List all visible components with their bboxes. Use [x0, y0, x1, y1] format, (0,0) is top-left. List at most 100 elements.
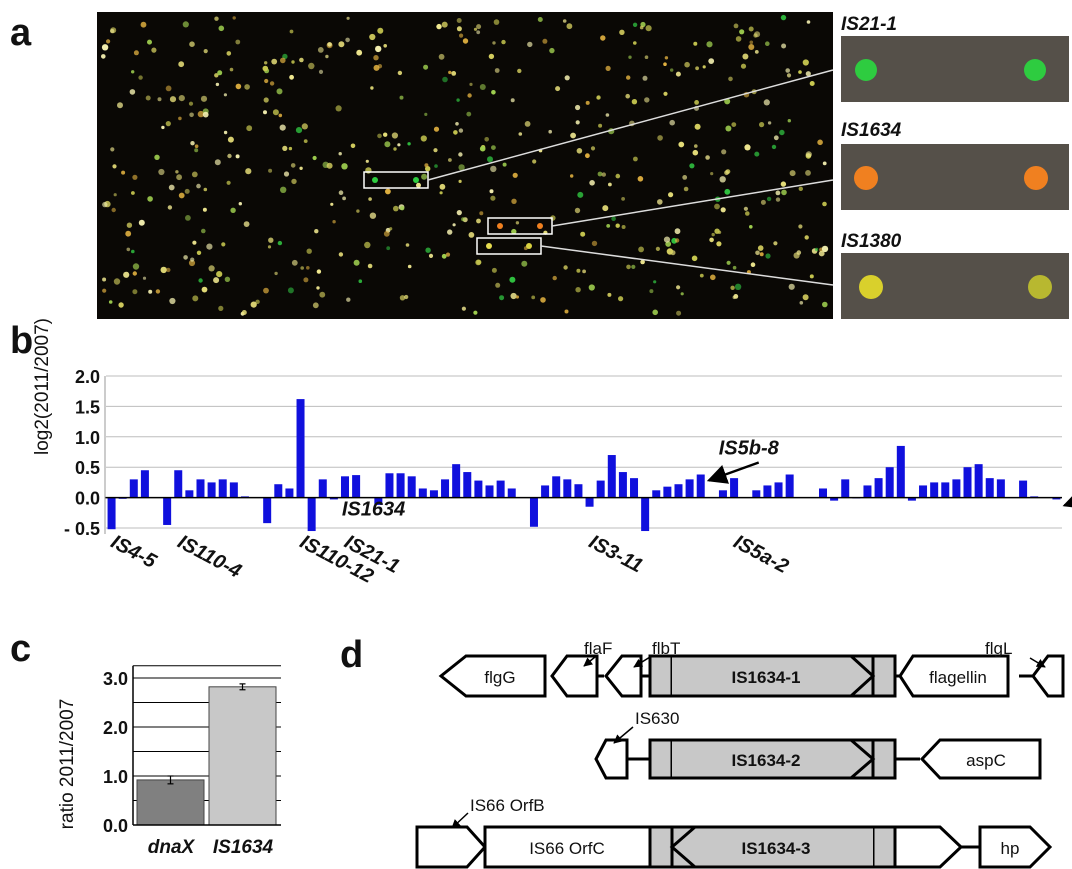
spot — [574, 207, 581, 214]
spot — [775, 190, 781, 196]
spot — [814, 247, 819, 252]
spot — [425, 247, 431, 253]
panel-c-letter: c — [10, 628, 32, 670]
spot — [365, 159, 369, 163]
spot — [218, 25, 225, 32]
spot — [479, 84, 486, 90]
spot — [383, 230, 390, 237]
spot — [217, 70, 223, 76]
spot — [564, 75, 570, 81]
spot — [631, 264, 636, 269]
spot — [373, 55, 379, 61]
spot — [276, 88, 283, 95]
spot — [377, 27, 384, 34]
spot — [184, 188, 190, 194]
spot — [780, 14, 787, 21]
spot — [318, 69, 324, 74]
spot — [549, 47, 555, 54]
spot — [532, 159, 537, 164]
bar — [185, 490, 194, 498]
spot — [441, 253, 447, 259]
spot — [663, 62, 667, 66]
spot — [644, 97, 650, 103]
spot — [338, 190, 344, 195]
spot — [282, 145, 288, 151]
spot — [575, 120, 580, 125]
bar — [207, 482, 216, 498]
spot — [178, 95, 185, 102]
spot — [611, 216, 616, 221]
bar — [885, 467, 894, 498]
spot — [798, 186, 803, 191]
callout-arrow-flgL — [1029, 657, 1046, 668]
spot — [683, 186, 689, 192]
spot — [495, 282, 501, 288]
is-element-arrow-2 — [672, 738, 876, 780]
spot — [312, 302, 319, 309]
spot — [113, 193, 117, 197]
spot — [640, 21, 646, 28]
spot — [132, 174, 138, 180]
bar — [874, 478, 883, 498]
bar — [263, 497, 272, 524]
spot — [476, 218, 481, 224]
bar — [374, 497, 383, 505]
spot — [787, 119, 791, 123]
spot — [564, 309, 569, 314]
spot — [598, 123, 603, 128]
spot — [145, 95, 151, 101]
spot — [798, 70, 802, 74]
spot — [182, 21, 189, 28]
spot — [607, 292, 612, 297]
chart-c-x-label-is1634: IS1634 — [213, 837, 274, 858]
spot — [383, 132, 388, 137]
y-tick-label: 1.0 — [75, 428, 100, 448]
bar — [1019, 480, 1028, 498]
spot — [821, 245, 829, 253]
spot — [719, 176, 726, 183]
spot — [743, 206, 749, 211]
spot — [755, 250, 760, 256]
spot — [854, 166, 878, 190]
spot — [724, 170, 729, 176]
spot — [289, 74, 294, 80]
spot — [279, 124, 286, 131]
callout-flbT: flbT — [652, 639, 680, 658]
spot — [232, 16, 236, 20]
spot — [169, 96, 177, 103]
bar — [196, 479, 205, 498]
spot — [487, 156, 493, 163]
spot — [518, 132, 523, 136]
spot — [372, 177, 378, 183]
spot — [537, 223, 543, 229]
bar — [485, 485, 494, 498]
spot — [509, 276, 516, 283]
spot — [451, 71, 457, 76]
bar — [930, 482, 939, 498]
spot — [605, 113, 610, 117]
spot — [734, 283, 742, 290]
spot — [369, 212, 377, 219]
spot — [585, 153, 590, 159]
spot — [490, 165, 497, 173]
y-tick-label: 0.0 — [103, 816, 128, 836]
spot — [716, 241, 722, 247]
spot — [421, 173, 428, 180]
spot — [709, 237, 714, 243]
spot — [271, 58, 278, 65]
bar-label: IS3-11 — [585, 531, 646, 577]
spot — [469, 82, 473, 86]
spot — [445, 252, 451, 257]
spot — [484, 137, 490, 142]
spot — [789, 170, 796, 177]
spot — [510, 292, 517, 300]
spot — [728, 76, 733, 82]
spot — [615, 223, 620, 228]
spot — [386, 246, 391, 251]
spot — [605, 65, 611, 71]
spot — [726, 260, 731, 265]
bar — [907, 497, 916, 501]
spot — [306, 266, 310, 270]
spot — [101, 44, 109, 51]
spot — [268, 168, 273, 173]
